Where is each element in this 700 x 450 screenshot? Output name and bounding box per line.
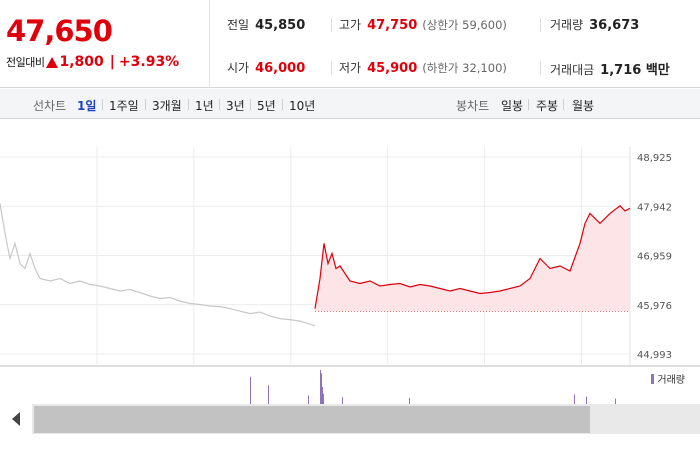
volume-bar (615, 398, 616, 404)
stat-value: 46,000 (255, 61, 306, 76)
change-label: 전일대비 (6, 56, 45, 69)
period-10y[interactable]: 10년 (289, 99, 316, 113)
stat-value: 47,750 (367, 18, 418, 33)
line-chart-title: 선차트 (33, 99, 67, 113)
bottom-spacer (0, 434, 700, 450)
volume-bar (308, 395, 309, 404)
stat-label: 저가 (339, 61, 362, 75)
stats-grid: 전일 45,850 고가 47,750 (상한가 59,600) 거래량 36,… (211, 0, 700, 88)
divider (540, 61, 541, 75)
y-tick-label: 48,925 (637, 153, 672, 164)
price-box: 47,650 전일대비 1,800 | +3.93% (0, 0, 210, 88)
stat-label: 전일 (227, 18, 250, 32)
y-tick-label: 45,976 (637, 301, 672, 312)
divider (250, 99, 251, 110)
volume-bar (268, 385, 269, 404)
y-axis-labels: 48,925 47,942 46,959 45,976 44,993 (637, 153, 672, 361)
stat-high: 고가 47,750 (상한가 59,600) (339, 16, 507, 33)
stat-prev-close: 전일 45,850 (227, 16, 305, 33)
volume-bar (322, 387, 323, 404)
volume-bar (321, 373, 322, 404)
stat-low: 저가 45,900 (하한가 32,100) (339, 59, 507, 76)
volume-bar (323, 393, 324, 404)
y-tick-label: 46,959 (637, 252, 672, 263)
volume-swatch (651, 373, 655, 384)
y-tick-label: 44,993 (637, 350, 672, 361)
today-area (315, 205, 630, 312)
candle-monthly[interactable]: 월봉 (572, 99, 595, 113)
chart-series (0, 203, 631, 327)
period-bar: 선차트 1일 1주일 3개월 1년 3년 5년 10년 봉차트 일봉 주봉 월봉 (0, 89, 700, 119)
volume-bars (250, 370, 616, 404)
scroll-left-button[interactable] (0, 404, 32, 434)
chart-scrollbar[interactable] (0, 404, 700, 434)
divider (528, 99, 529, 110)
volume-legend-label: 거래량 (657, 375, 685, 386)
stat-amount: 거래대금 1,716 백만 (550, 59, 670, 78)
divider (282, 99, 283, 110)
up-arrow-icon (46, 56, 59, 68)
period-1y[interactable]: 1년 (195, 99, 214, 113)
volume-bar (574, 394, 575, 404)
stat-label: 거래대금 (550, 63, 595, 77)
candle-daily[interactable]: 일봉 (501, 99, 524, 113)
divider (102, 99, 103, 110)
period-3m[interactable]: 3개월 (152, 99, 182, 113)
y-tick-label: 47,942 (637, 202, 672, 213)
stat-value: 1,716 백만 (600, 63, 670, 78)
change-value: 1,800 (59, 54, 104, 70)
lower-limit: (하한가 32,100) (422, 61, 507, 75)
stat-label: 시가 (227, 61, 250, 75)
candle-weekly[interactable]: 주봉 (536, 99, 559, 113)
volume-legend: 거래량 (651, 371, 685, 386)
change-percent: +3.93% (118, 54, 180, 70)
volume-bar (409, 397, 410, 404)
period-5y[interactable]: 5년 (257, 99, 276, 113)
volume-bar (342, 397, 343, 404)
current-price: 47,650 (6, 14, 113, 48)
change-separator: | (109, 54, 115, 70)
divider (563, 99, 564, 110)
stat-label: 거래량 (550, 18, 584, 32)
price-chart-svg: 48,925 47,942 46,959 45,976 44,993 (0, 147, 700, 404)
stat-value: 45,850 (255, 18, 306, 33)
scroll-thumb[interactable] (34, 406, 590, 433)
volume-bar (250, 376, 251, 404)
stat-volume: 거래량 36,673 (550, 16, 639, 33)
previous-day-line (0, 203, 316, 327)
divider (331, 18, 332, 32)
volume-bar (320, 370, 321, 404)
candle-chart-title: 봉차트 (456, 99, 490, 113)
price-chart: 48,925 47,942 46,959 45,976 44,993 거래량 (0, 120, 700, 404)
period-3y[interactable]: 3년 (226, 99, 245, 113)
stat-value: 36,673 (589, 18, 640, 33)
stat-label: 고가 (339, 18, 362, 32)
divider (145, 99, 146, 110)
change-row: 전일대비 1,800 | +3.93% (6, 54, 179, 70)
divider (331, 61, 332, 75)
upper-limit: (상한가 59,600) (422, 18, 507, 32)
divider (188, 99, 189, 110)
today-line (314, 205, 631, 309)
divider (219, 99, 220, 110)
period-1d[interactable]: 1일 (77, 99, 97, 113)
divider (540, 18, 541, 32)
quote-summary: 47,650 전일대비 1,800 | +3.93% 전일 45,850 고가 … (0, 0, 700, 88)
chevron-left-icon (12, 412, 20, 426)
period-1w[interactable]: 1주일 (109, 99, 139, 113)
stat-open: 시가 46,000 (227, 59, 305, 76)
volume-bar (586, 396, 587, 404)
stat-value: 45,900 (367, 61, 418, 76)
